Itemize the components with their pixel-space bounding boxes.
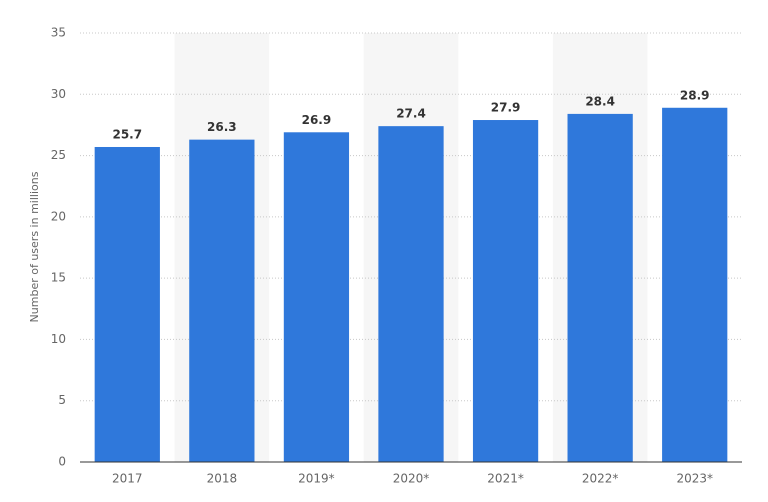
bar (94, 146, 160, 462)
y-tick-label: 25 (51, 148, 66, 162)
value-label: 27.4 (396, 107, 426, 121)
bar (378, 126, 444, 462)
y-axis-title: Number of users in millions (28, 171, 41, 322)
y-tick-label: 30 (51, 87, 66, 101)
bar (567, 113, 633, 462)
bar (283, 132, 350, 463)
y-tick-label: 0 (58, 455, 66, 469)
x-tick-label: 2019* (298, 472, 335, 486)
y-tick-label: 10 (51, 332, 66, 346)
bar (189, 139, 255, 462)
x-tick-label: 2018 (207, 472, 238, 486)
value-label: 28.4 (585, 94, 615, 108)
y-tick-label: 35 (51, 26, 66, 40)
value-label: 28.9 (680, 88, 710, 102)
bar (472, 120, 539, 463)
x-tick-label: 2022* (582, 472, 619, 486)
y-tick-label: 5 (58, 393, 66, 407)
value-label: 27.9 (491, 101, 521, 115)
bar (662, 107, 728, 463)
y-tick-label: 20 (51, 209, 66, 223)
x-tick-label: 2017 (112, 472, 143, 486)
x-tick-label: 2021* (487, 472, 524, 486)
value-label: 26.9 (302, 113, 332, 127)
value-label: 25.7 (112, 127, 142, 141)
x-tick-label: 2023* (676, 472, 713, 486)
y-tick-label: 15 (51, 271, 66, 285)
value-label: 26.3 (207, 120, 237, 134)
x-tick-label: 2020* (393, 472, 430, 486)
